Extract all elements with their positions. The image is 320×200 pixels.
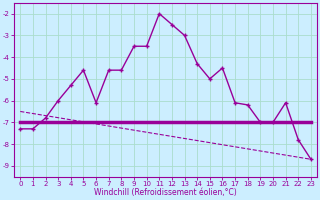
X-axis label: Windchill (Refroidissement éolien,°C): Windchill (Refroidissement éolien,°C)	[94, 188, 237, 197]
